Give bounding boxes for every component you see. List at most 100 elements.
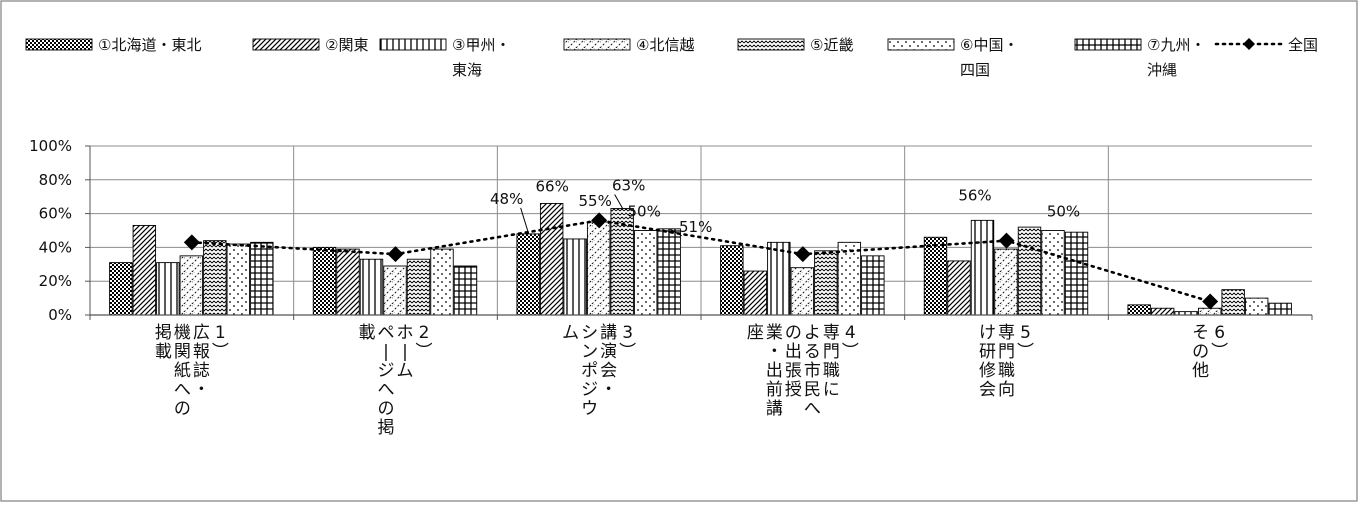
legend-label: 東海 [452,61,482,79]
data-label: 56% [958,186,991,204]
y-tick-label: 80% [39,171,72,189]
legend-label: ⑥中国・ [960,36,1018,54]
bar [406,258,431,316]
bar [250,241,274,316]
data-label: 66% [535,177,568,195]
data-label: 50% [627,203,660,221]
bar [1041,230,1065,316]
bar [947,260,971,316]
bar [1064,231,1089,316]
bar [359,258,384,316]
bar [312,246,337,316]
category-label: の出張授 [785,323,802,400]
bar [516,233,540,316]
line-marker [794,246,811,263]
bar [720,245,744,316]
legend-label: 四国 [960,61,990,79]
data-label-leader [614,194,624,209]
legend-line-marker [1243,38,1255,50]
legend-label: ①北海道・東北 [98,36,201,54]
category-label: 3 ︶ [619,323,636,362]
data-label: 63% [612,177,645,195]
legend-label: ④北信越 [636,36,694,54]
category-label: け研修会 [979,323,996,400]
category-label: 4 ︶ [842,323,859,362]
bar [1268,302,1292,316]
bar [336,248,360,316]
bar [586,221,611,316]
category-label: 専門職向 [998,323,1015,400]
legend-label: 沖縄 [1147,61,1177,79]
legend-label: ③甲州・ [452,36,510,54]
category-label: ム [562,323,579,343]
y-tick-label: 100% [29,137,72,155]
category-label: ホ|ム [397,323,414,381]
category-label: ペ|ジへの掲 [378,323,395,438]
bar [132,224,157,316]
category-label: シンポジウ [581,323,598,419]
legend-label: ⑦九州・ [1147,36,1205,54]
category-label: 座 [747,323,764,343]
bar [109,262,133,316]
data-label-leader [669,228,682,237]
data-label: 51% [679,218,712,236]
line-marker [387,246,404,263]
category-label: 広報誌・ [193,323,210,400]
legend-label: ②関東 [325,36,368,54]
bar [1127,304,1151,316]
bar [790,267,815,316]
category-label: よる市民へ [804,323,821,419]
bar [383,265,407,316]
category-label: 5 ︶ [1017,323,1034,362]
bar [970,219,995,316]
line-marker [183,234,200,251]
y-tick-label: 0% [48,306,72,324]
bar [430,248,454,316]
line-marker [1202,293,1219,310]
y-tick-label: 60% [39,205,72,223]
category-label: 掲載 [155,323,172,362]
line-marker [998,232,1015,249]
bar [1017,226,1042,316]
legend-swatch [25,38,93,51]
legend-label: ⑤近畿 [810,36,853,54]
bar [814,250,838,316]
bar [563,238,587,316]
national-line [190,219,1212,303]
bar [923,236,948,316]
data-label-leader [520,207,530,235]
category-label: 業・出前講 [766,323,783,419]
legend-swatch [563,38,631,51]
bar [633,230,658,316]
bar [861,255,885,316]
bar [1197,307,1222,316]
category-label: 講演会・ [600,323,617,400]
bar [156,262,180,316]
legend-label: 全国 [1288,36,1318,54]
bar [203,240,227,316]
bar [1221,289,1245,316]
bar [743,270,768,316]
bar [1244,297,1269,316]
y-tick-label: 20% [39,272,72,290]
bar [1150,307,1175,316]
bar [453,265,478,316]
category-label: 6 ︶ [1211,323,1228,362]
bar [179,255,204,316]
data-label: 48% [490,190,523,208]
legend-swatch [737,38,805,51]
legend-swatch [887,38,955,51]
category-label: その他 [1192,323,1209,381]
data-label: 50% [1047,203,1080,221]
line-marker [591,212,608,229]
bar [994,248,1018,316]
legend-swatch [252,38,320,51]
y-tick-label: 40% [39,238,72,256]
bar [226,243,251,316]
bar [837,241,862,316]
category-label: 機関紙への [174,323,191,419]
bar [539,203,564,316]
